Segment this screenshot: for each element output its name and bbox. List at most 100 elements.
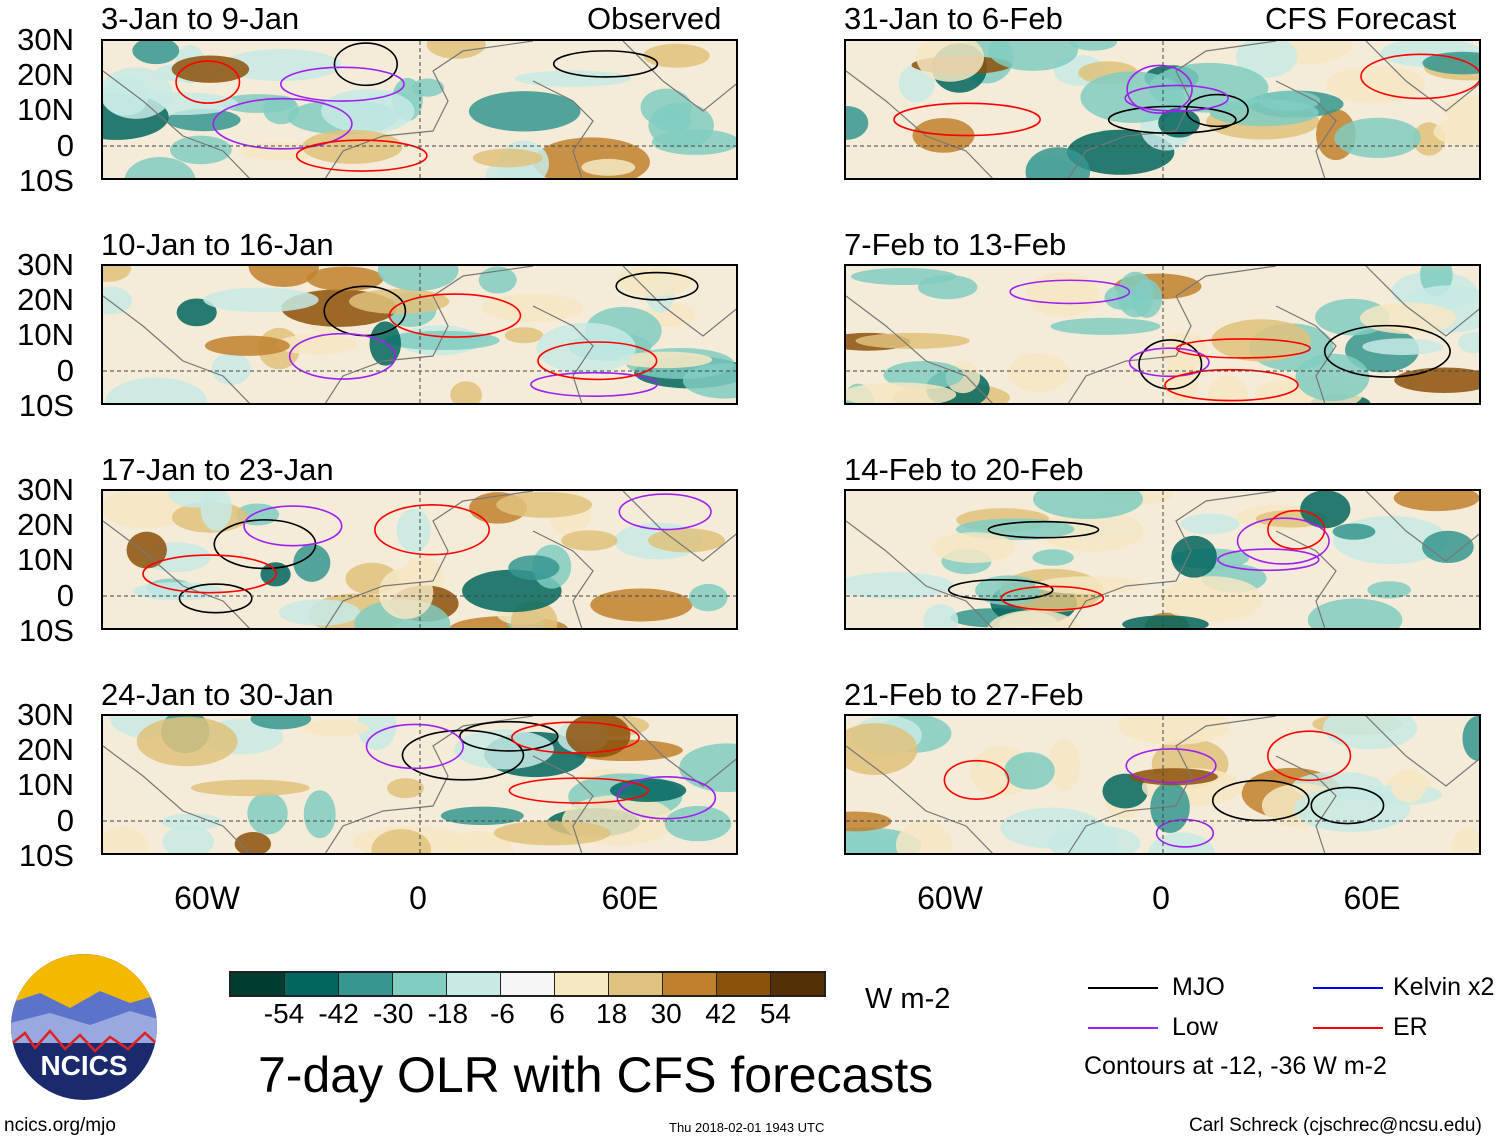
lat-label: 30N xyxy=(17,697,74,732)
coastline xyxy=(846,716,1479,853)
lat-label: 20N xyxy=(17,732,74,768)
olr-negative-anomaly xyxy=(1307,598,1403,628)
olr-positive-anomaly xyxy=(1163,359,1199,402)
olr-positive-anomaly xyxy=(1048,739,1081,791)
olr-positive-anomaly xyxy=(1391,769,1427,803)
coastline xyxy=(103,491,736,628)
coastline xyxy=(103,41,736,178)
olr-positive-anomaly xyxy=(387,778,424,799)
coastline xyxy=(103,266,736,403)
mjo-contour xyxy=(178,583,253,614)
ncics-logo: NCICS xyxy=(10,953,158,1101)
colorbar-swatch xyxy=(231,973,285,995)
olr-negative-anomaly xyxy=(975,575,1043,606)
lat-label: 10N xyxy=(17,92,74,128)
olr-negative-anomaly xyxy=(478,266,517,294)
olr-negative-anomaly xyxy=(176,298,217,327)
olr-negative-anomaly xyxy=(1300,491,1351,529)
lat-label: 0 xyxy=(56,352,74,388)
low-contour xyxy=(616,776,717,820)
er-contour xyxy=(893,102,1041,137)
olr-negative-anomaly xyxy=(508,555,560,581)
olr-negative-anomaly xyxy=(1323,716,1418,750)
lat-label: 10S xyxy=(18,387,74,423)
footer-author: Carl Schreck (cjschrec@ncsu.edu) xyxy=(1189,1115,1482,1136)
colorbar-label: -54 xyxy=(263,998,305,1029)
low-contour xyxy=(1125,748,1217,784)
olr-negative-anomaly xyxy=(103,286,133,315)
colorbar-swatch xyxy=(609,973,663,995)
olr-positive-anomaly xyxy=(1393,491,1479,512)
er-contour xyxy=(943,759,1010,801)
olr-positive-anomaly xyxy=(301,719,369,737)
olr-negative-anomaly xyxy=(411,78,445,97)
panel-title: 14-Feb to 20-Feb xyxy=(844,452,1084,487)
olr-positive-anomaly xyxy=(371,829,432,853)
mjo-contour xyxy=(1310,786,1385,825)
low-contour xyxy=(212,97,353,150)
olr-negative-anomaly xyxy=(1462,716,1479,761)
logo-text: NCICS xyxy=(40,1050,127,1081)
olr-map-panel xyxy=(844,489,1481,630)
olr-positive-anomaly xyxy=(931,532,1016,564)
panel-title: 3-Jan to 9-Jan xyxy=(101,1,300,36)
mjo-contour xyxy=(459,720,559,752)
olr-positive-anomaly xyxy=(302,129,403,164)
olr-positive-anomaly xyxy=(855,332,970,349)
coastline xyxy=(846,491,1479,628)
olr-positive-anomaly xyxy=(103,826,149,853)
low-contour xyxy=(1236,517,1330,565)
olr-negative-anomaly xyxy=(1422,530,1474,564)
olr-positive-anomaly xyxy=(1035,576,1141,595)
colorbar-label: 30 xyxy=(650,998,682,1029)
low-contour xyxy=(1009,279,1131,305)
coastline xyxy=(103,716,736,853)
colorbar-label: 6 xyxy=(549,998,565,1029)
olr-negative-anomaly xyxy=(987,41,1079,71)
olr-negative-anomaly xyxy=(162,825,214,853)
lat-label: 10S xyxy=(18,162,74,198)
mjo-contour xyxy=(615,271,699,301)
olr-negative-anomaly xyxy=(468,91,581,132)
contour-note: Contours at -12, -36 W m-2 xyxy=(1084,1052,1387,1080)
lat-label: 20N xyxy=(17,57,74,93)
lat-label: 10N xyxy=(17,767,74,803)
er-contour xyxy=(1000,585,1105,611)
olr-positive-anomaly xyxy=(190,779,310,797)
olr-positive-anomaly xyxy=(590,588,693,622)
olr-negative-anomaly xyxy=(169,491,219,508)
olr-negative-anomaly xyxy=(161,813,223,831)
er-contour xyxy=(142,554,277,594)
er-contour xyxy=(1267,730,1352,782)
olr-negative-anomaly xyxy=(1047,825,1141,853)
olr-positive-anomaly xyxy=(378,567,434,620)
mjo-contour xyxy=(401,729,525,781)
lat-label: 30N xyxy=(17,247,74,282)
er-contour xyxy=(295,139,428,172)
legend-mjo: MJO xyxy=(1172,973,1225,1001)
er-contour xyxy=(388,293,522,338)
olr-positive-anomaly xyxy=(617,271,660,288)
olr-positive-anomaly xyxy=(896,821,952,853)
er-contour xyxy=(1360,53,1479,100)
er-contour xyxy=(175,60,241,104)
olr-negative-anomaly xyxy=(211,352,251,385)
olr-positive-anomaly xyxy=(1433,117,1479,147)
olr-negative-anomaly xyxy=(124,156,196,178)
olr-negative-anomaly xyxy=(105,377,208,403)
olr-negative-anomaly xyxy=(1235,41,1298,78)
mjo-contour xyxy=(333,42,398,87)
colorbar-swatch xyxy=(555,973,609,995)
colorbar-label: -18 xyxy=(427,998,469,1029)
olr-positive-anomaly xyxy=(171,55,250,83)
olr-positive-anomaly xyxy=(204,335,290,356)
colorbar-label: -42 xyxy=(318,998,359,1029)
olr-negative-anomaly xyxy=(664,805,732,842)
olr-positive-anomaly xyxy=(1160,576,1263,623)
low-contour xyxy=(288,332,397,380)
lon-label: 60E xyxy=(1343,880,1401,916)
olr-positive-anomaly xyxy=(565,716,631,758)
olr-positive-anomaly xyxy=(504,327,544,344)
olr-negative-anomaly xyxy=(454,729,554,770)
olr-positive-anomaly xyxy=(450,381,483,403)
